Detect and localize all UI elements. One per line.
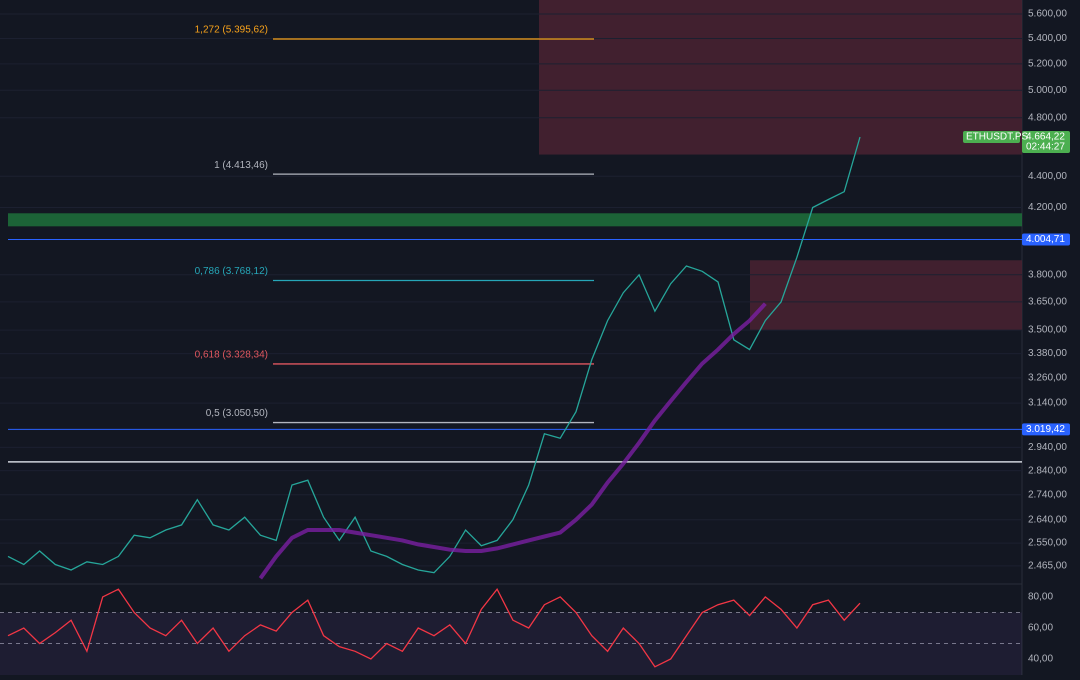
y-tick-label: 4.400,00 <box>1028 171 1067 182</box>
y-tick-label: 40,00 <box>1028 654 1053 665</box>
zone <box>8 213 1022 227</box>
countdown: 02:44:27 <box>1026 142 1065 153</box>
y-tick-label: 3.140,00 <box>1028 398 1067 409</box>
y-tick-label: 2.940,00 <box>1028 442 1067 453</box>
y-tick-label: 3.260,00 <box>1028 373 1067 384</box>
y-tick-label: 2.465,00 <box>1028 561 1067 572</box>
y-tick-label: 2.840,00 <box>1028 465 1067 476</box>
y-tick-label: 5.400,00 <box>1028 33 1067 44</box>
fib-label: 0,5 (3.050,50) <box>206 408 268 419</box>
price-tag <box>1022 233 1070 246</box>
band-fill <box>0 612 1022 675</box>
y-tick-label: 3.500,00 <box>1028 325 1067 336</box>
series-line <box>258 302 767 580</box>
y-tick-label: 5.200,00 <box>1028 59 1067 70</box>
price-tag <box>1022 130 1070 153</box>
zone <box>750 260 1022 331</box>
symbol-tag <box>963 130 1020 143</box>
price-tag-label: 3.019,42 <box>1026 424 1065 435</box>
fib-label: 1,272 (5.395,62) <box>195 25 268 36</box>
zone <box>539 0 1022 155</box>
y-tick-label: 80,00 <box>1028 592 1053 603</box>
price-tag <box>1022 423 1070 436</box>
price-tag-label: 4.664,22 <box>1026 132 1065 143</box>
series-line <box>7 136 861 574</box>
y-tick-label: 2.640,00 <box>1028 514 1067 525</box>
series-line <box>7 587 861 668</box>
fib-label: 0,618 (3.328,34) <box>195 350 268 361</box>
y-tick-label: 60,00 <box>1028 623 1053 634</box>
y-tick-label: 4.800,00 <box>1028 112 1067 123</box>
y-tick-label: 4.200,00 <box>1028 202 1067 213</box>
y-tick-label: 5.600,00 <box>1028 9 1067 20</box>
y-tick-label: 3.380,00 <box>1028 348 1067 359</box>
symbol: ETHUSDT.PS <box>966 132 1029 143</box>
fib-label: 0,786 (3.768,12) <box>195 266 268 277</box>
y-tick-label: 2.550,00 <box>1028 538 1067 549</box>
y-tick-label: 2.740,00 <box>1028 489 1067 500</box>
y-tick-label: 3.650,00 <box>1028 297 1067 308</box>
fib-label: 1 (4.413,46) <box>214 160 268 171</box>
price-tag-label: 4.004,71 <box>1026 234 1065 245</box>
y-tick-label: 5.000,00 <box>1028 85 1067 96</box>
y-tick-label: 3.800,00 <box>1028 269 1067 280</box>
